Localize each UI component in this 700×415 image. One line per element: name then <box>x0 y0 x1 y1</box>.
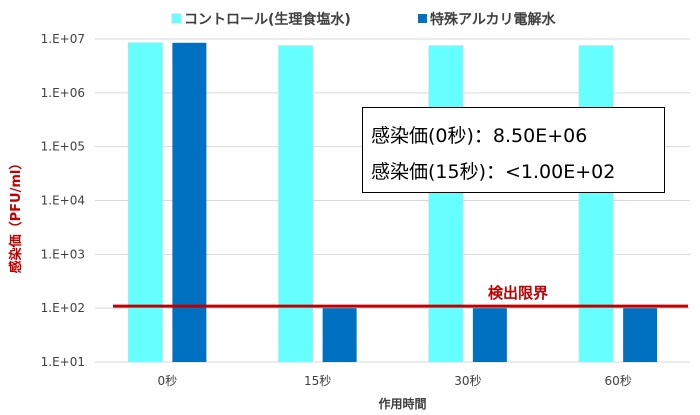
x-tick-label: 30秒 <box>454 374 481 388</box>
y-tick-label: 1.E+01 <box>41 355 85 369</box>
y-axis-label: 感染価（PFU/ml） <box>8 157 24 274</box>
legend-swatch <box>171 13 182 24</box>
bar-control <box>278 45 314 363</box>
x-tick-label: 0秒 <box>158 374 178 388</box>
bar-alkaline <box>172 42 207 362</box>
y-tick-label: 1.E+02 <box>41 301 85 315</box>
annotation-line: 感染価(15秒)：<1.00E+02 <box>371 161 616 183</box>
bar-alkaline <box>472 308 507 362</box>
y-tick-label: 1.E+03 <box>41 247 85 261</box>
bar-control <box>428 45 464 363</box>
bar-control <box>127 42 163 363</box>
y-tick-label: 1.E+05 <box>41 140 85 154</box>
detection-limit-label: 検出限界 <box>488 284 548 302</box>
bar-alkaline <box>623 308 658 362</box>
annotation-box: 感染価(0秒)：8.50E+06 感染価(15秒)：<1.00E+02 <box>362 107 665 193</box>
annotation-line: 感染価(0秒)：8.50E+06 <box>371 125 588 147</box>
bar-alkaline <box>322 308 357 362</box>
legend-label: 特殊アルカリ電解水 <box>430 11 556 28</box>
x-axis-label: 作用時間 <box>378 396 426 411</box>
y-tick-label: 1.E+04 <box>41 194 85 208</box>
y-tick-label: 1.E+06 <box>41 86 85 100</box>
x-tick-label: 15秒 <box>304 374 331 388</box>
bar-control <box>578 45 614 363</box>
x-tick-label: 60秒 <box>604 374 631 388</box>
legend-swatch <box>418 14 427 23</box>
legend-label: コントロール(生理食塩水) <box>184 11 351 28</box>
y-tick-label: 1.E+07 <box>41 32 85 46</box>
